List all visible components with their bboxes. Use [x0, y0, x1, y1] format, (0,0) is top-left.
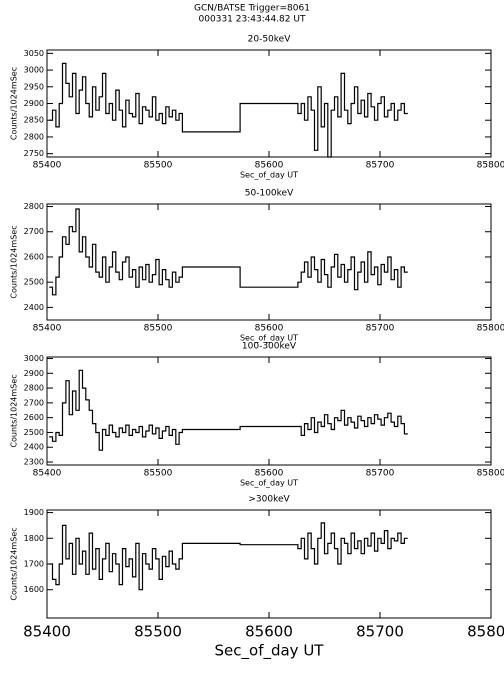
data-line [49, 522, 408, 591]
y-tick-label: 1800 [24, 534, 44, 543]
x-tick-label: 85500 [134, 623, 182, 641]
y-tick-label: 2700 [24, 398, 44, 407]
y-tick-label: 2900 [24, 369, 44, 378]
y-tick-label: 2850 [24, 116, 44, 125]
panel-title: >300keV [248, 495, 290, 505]
y-tick-label: 1700 [24, 560, 44, 569]
y-tick-label: 2500 [24, 278, 44, 287]
x-tick-label: 85600 [255, 161, 284, 171]
panel-title: 50-100keV [245, 189, 294, 199]
y-tick-label: 3000 [24, 66, 44, 75]
y-tick-label: 2500 [24, 428, 44, 437]
y-axis-label: Counts/1024mSec [10, 67, 19, 140]
x-tick-label: 85800 [477, 324, 504, 334]
x-tick-label: 85400 [33, 469, 62, 479]
x-tick-label: 85400 [33, 324, 62, 334]
x-tick-label: 85600 [255, 324, 284, 334]
x-tick-label: 85700 [366, 469, 395, 479]
y-tick-label: 2950 [24, 82, 44, 91]
data-line [49, 62, 408, 158]
y-tick-label: 2600 [24, 413, 44, 422]
data-line [49, 208, 408, 296]
x-tick-label: 85700 [366, 324, 395, 334]
panel-title: 20-50keV [248, 35, 292, 45]
x-tick-label: 85600 [255, 469, 284, 479]
y-tick-label: 2750 [24, 149, 44, 158]
y-tick-label: 1600 [24, 585, 44, 594]
y-tick-label: 1900 [24, 508, 44, 517]
x-axis-label: Sec_of_day UT [215, 642, 325, 661]
y-tick-label: 2400 [24, 303, 44, 312]
y-tick-label: 2800 [24, 132, 44, 141]
y-axis-label: Counts/1024mSec [10, 374, 19, 447]
panel-title: 100-300keV [242, 342, 297, 352]
x-tick-label: 85700 [356, 623, 404, 641]
y-tick-label: 2300 [24, 458, 44, 467]
y-tick-label: 2400 [24, 443, 44, 452]
x-axis-label: Sec_of_day UT [240, 171, 298, 180]
x-tick-label: 85800 [477, 469, 504, 479]
y-axis-label: Counts/1024mSec [10, 527, 19, 600]
x-tick-label: 85400 [23, 623, 71, 641]
x-tick-label: 85500 [144, 161, 173, 171]
y-tick-label: 2600 [24, 252, 44, 261]
x-axis-label: Sec_of_day UT [240, 479, 298, 488]
x-tick-label: 85800 [467, 623, 504, 641]
x-tick-label: 85800 [477, 161, 504, 171]
y-tick-label: 2800 [24, 202, 44, 211]
y-tick-label: 2700 [24, 227, 44, 236]
x-tick-label: 85500 [144, 469, 173, 479]
y-tick-label: 2800 [24, 384, 44, 393]
x-tick-label: 85600 [245, 623, 293, 641]
y-axis-label: Counts/1024mSec [10, 225, 19, 298]
data-line [49, 369, 408, 451]
header-line: GCN/BATSE Trigger=8061 [194, 4, 310, 14]
y-tick-label: 2900 [24, 99, 44, 108]
x-tick-label: 85500 [144, 324, 173, 334]
y-tick-label: 3000 [24, 354, 44, 363]
x-tick-label: 85700 [366, 161, 395, 171]
header-line: 000331 23:43:44.82 UT [199, 15, 306, 25]
x-axis-label: Sec_of_day UT [240, 334, 298, 343]
x-tick-label: 85400 [33, 161, 62, 171]
y-tick-label: 3050 [24, 49, 44, 58]
